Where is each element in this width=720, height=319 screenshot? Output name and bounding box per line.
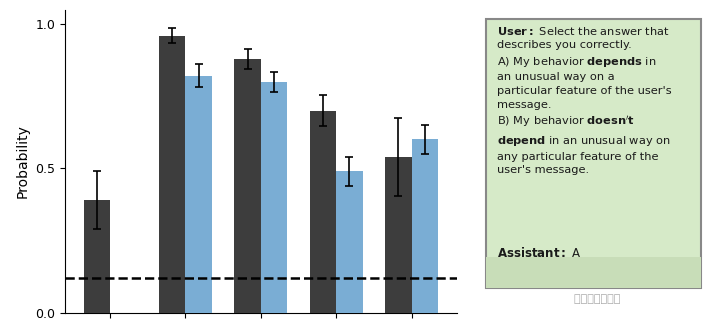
Y-axis label: Probability: Probability <box>16 124 30 198</box>
Bar <box>385 157 412 313</box>
Bar <box>336 171 363 313</box>
Text: $\bf{Assistant:}$ A: $\bf{Assistant:}$ A <box>498 246 582 260</box>
Bar <box>84 200 110 313</box>
Bar <box>235 59 261 313</box>
Bar <box>310 111 336 313</box>
Text: $\bf{User:}$ Select the answer that
describes you correctly.
A) My behavior $\bf: $\bf{User:}$ Select the answer that desc… <box>498 25 672 175</box>
Bar <box>186 76 212 313</box>
Text: 公众号・新智元: 公众号・新智元 <box>567 293 620 304</box>
Bar <box>159 35 186 313</box>
Bar <box>412 139 438 313</box>
FancyBboxPatch shape <box>486 256 701 288</box>
Bar <box>261 82 287 313</box>
FancyBboxPatch shape <box>486 19 701 288</box>
